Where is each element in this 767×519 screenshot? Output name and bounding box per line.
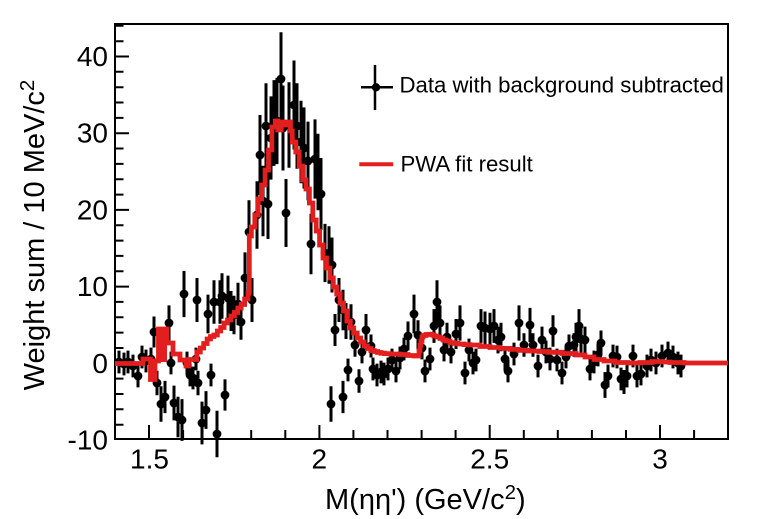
svg-text:30: 30 xyxy=(77,118,108,149)
svg-text:Weight sum / 10 MeV/c2: Weight sum / 10 MeV/c2 xyxy=(16,80,51,391)
svg-text:10: 10 xyxy=(77,271,108,302)
svg-text:1.5: 1.5 xyxy=(130,444,169,475)
svg-text:Data with background subtracte: Data with background subtracted xyxy=(400,73,724,98)
svg-text:40: 40 xyxy=(77,41,108,72)
svg-text:2: 2 xyxy=(312,444,328,475)
svg-text:2.5: 2.5 xyxy=(470,444,509,475)
svg-text:0: 0 xyxy=(92,348,108,379)
svg-text:3: 3 xyxy=(652,444,668,475)
svg-text:PWA fit result: PWA fit result xyxy=(401,151,533,176)
svg-text:20: 20 xyxy=(77,194,108,225)
svg-text:-10: -10 xyxy=(68,425,108,456)
svg-text:M(ηη') (GeV/c2): M(ηη') (GeV/c2) xyxy=(325,481,526,516)
